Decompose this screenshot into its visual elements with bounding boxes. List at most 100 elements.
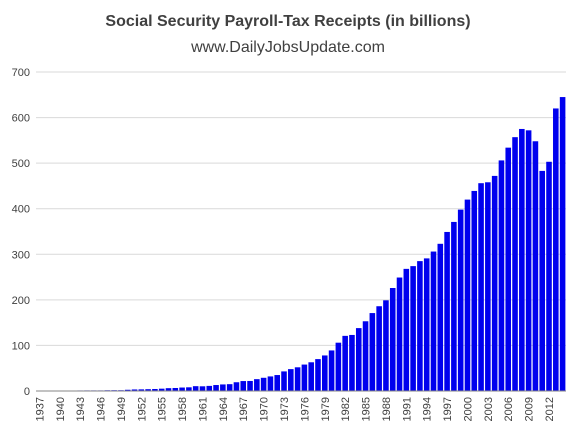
bar-1967	[240, 381, 247, 391]
x-axis-ticks: 1937 1940 1943 1946 1949 1952 1955 1958 1961 1964…	[34, 397, 556, 421]
bar-1977	[308, 362, 314, 391]
bar-1952	[138, 389, 145, 391]
y-tick-label: 0	[24, 386, 30, 398]
y-tick-label: 100	[12, 340, 30, 352]
x-tick-label: 1970	[259, 397, 271, 421]
x-tick-label: 1946	[96, 397, 108, 421]
bar-1975	[294, 367, 301, 391]
bar-1994	[423, 258, 430, 391]
bar-1972	[274, 375, 281, 391]
x-tick-label: 1949	[116, 397, 128, 421]
bar-1989	[389, 288, 396, 391]
x-tick-label: 1961	[197, 397, 209, 421]
bar-1966	[233, 382, 240, 391]
bar-2013	[553, 108, 559, 391]
y-tick-label: 600	[12, 113, 30, 125]
x-tick-label: 1985	[361, 397, 373, 421]
bar-1981	[335, 342, 342, 391]
bar-1976	[301, 364, 308, 391]
bar-1958	[179, 387, 185, 391]
bar-1998	[451, 221, 457, 391]
bar-1969	[254, 379, 260, 391]
bar-1988	[383, 300, 389, 391]
x-tick-label: 1997	[442, 397, 454, 421]
y-tick-label: 500	[12, 158, 30, 170]
x-tick-label: 1982	[340, 397, 352, 421]
bar-2011	[539, 170, 546, 391]
bar-1983	[349, 334, 355, 391]
bar-1954	[152, 388, 158, 391]
bar-1962	[206, 385, 213, 391]
bar-1951	[131, 389, 138, 391]
bar-1978	[315, 359, 321, 391]
x-tick-label: 1943	[75, 397, 87, 421]
x-tick-label: 2003	[483, 397, 495, 421]
bar-1992	[410, 266, 416, 391]
bar-1968	[247, 380, 253, 391]
bar-2014	[559, 97, 566, 392]
gridlines	[36, 71, 566, 346]
bar-1980	[328, 350, 335, 391]
x-tick-label: 2006	[503, 397, 515, 421]
bar-1974	[288, 369, 294, 391]
x-tick-label: 1952	[136, 397, 148, 421]
bar-2000	[464, 199, 471, 391]
x-tick-label: 1955	[157, 397, 169, 421]
x-tick-label: 1988	[381, 397, 393, 421]
bar-1965	[226, 384, 233, 391]
bars	[36, 97, 566, 392]
x-tick-label: 1979	[320, 397, 332, 421]
bar-1979	[321, 355, 328, 391]
bar-2006	[505, 147, 512, 391]
bar-1970	[260, 377, 267, 391]
bar-2007	[512, 137, 518, 391]
bar-1955	[158, 388, 165, 391]
x-tick-label: 2000	[462, 397, 474, 421]
bar-1997	[444, 231, 450, 391]
bar-1990	[396, 277, 403, 391]
bar-1963	[213, 385, 219, 391]
bar-1956	[165, 388, 172, 391]
bar-2005	[498, 160, 505, 391]
bar-1959	[186, 387, 192, 391]
bar-1984	[355, 328, 362, 391]
y-tick-label: 700	[12, 67, 30, 79]
bar-1999	[457, 209, 464, 391]
bar-1960	[192, 386, 199, 391]
bar-2009	[525, 130, 532, 391]
chart-subtitle: www.DailyJobsUpdate.com	[190, 39, 385, 56]
bar-1971	[267, 376, 274, 391]
bar-2010	[532, 141, 539, 391]
bar-1993	[417, 261, 423, 391]
bar-1950	[124, 389, 131, 391]
bar-1996	[437, 243, 444, 391]
bar-1987	[376, 306, 382, 391]
bar-1961	[199, 386, 206, 391]
bar-1991	[403, 268, 410, 391]
x-tick-label: 1973	[279, 397, 291, 421]
bar-1973	[281, 371, 287, 391]
y-axis-ticks: 0 100 200 300 400 500 600 700	[12, 67, 30, 398]
bar-1986	[369, 313, 376, 391]
bar-2001	[471, 190, 478, 391]
bar-1964	[220, 384, 226, 391]
bar-1953	[145, 389, 151, 391]
x-tick-label: 2009	[524, 397, 536, 421]
x-tick-label: 1940	[55, 397, 67, 421]
bar-1982	[342, 335, 348, 391]
bar-2012	[546, 161, 552, 391]
y-tick-label: 200	[12, 295, 30, 307]
x-tick-label: 1964	[218, 397, 230, 421]
bar-2002	[478, 183, 484, 391]
y-tick-label: 300	[12, 249, 30, 261]
bar-2008	[519, 128, 525, 391]
x-tick-label: 1994	[422, 397, 434, 421]
x-tick-label: 1958	[177, 397, 189, 421]
bar-1957	[172, 387, 179, 391]
bar-1985	[362, 321, 369, 391]
x-tick-label: 1991	[401, 397, 413, 421]
chart-title: Social Security Payroll-Tax Receipts (in…	[105, 13, 470, 30]
y-tick-label: 400	[12, 204, 30, 216]
